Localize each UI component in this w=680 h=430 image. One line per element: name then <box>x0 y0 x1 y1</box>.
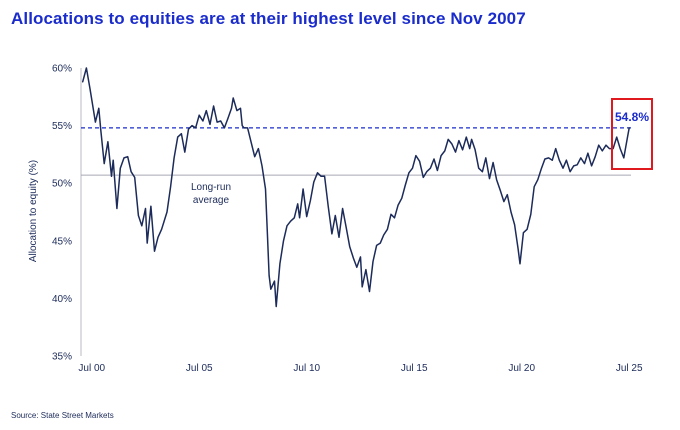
long-run-average-label-line2: average <box>193 195 230 206</box>
x-tick-label: Jul 25 <box>616 363 643 374</box>
y-tick-label: 35% <box>52 352 72 363</box>
y-axis-ticks: 35% 40% 45% 50% 55% 60% <box>52 64 72 363</box>
y-tick-label: 40% <box>52 294 72 305</box>
x-tick-label: Jul 20 <box>508 363 535 374</box>
y-axis-label: Allocation to equity (%) <box>28 160 39 262</box>
y-tick-label: 60% <box>52 64 72 75</box>
y-tick-label: 50% <box>52 179 72 190</box>
x-tick-label: Jul 10 <box>293 363 320 374</box>
y-tick-label: 45% <box>52 236 72 247</box>
callout-value-label: 54.8% <box>615 110 649 124</box>
y-tick-label: 55% <box>52 121 72 132</box>
series-line-allocation <box>81 67 630 308</box>
x-axis-ticks: Jul 00 Jul 05 Jul 10 Jul 15 Jul 20 Jul 25 <box>78 363 643 374</box>
long-run-average-label: Long-run <box>191 182 231 193</box>
x-tick-label: Jul 00 <box>78 363 105 374</box>
x-tick-label: Jul 05 <box>186 363 213 374</box>
chart-title: Allocations to equities are at their hig… <box>11 9 526 28</box>
x-tick-label: Jul 15 <box>401 363 428 374</box>
reference-lines <box>81 127 631 176</box>
callout-highlight-box <box>611 98 653 170</box>
source-note: Source: State Street Markets <box>11 411 114 420</box>
